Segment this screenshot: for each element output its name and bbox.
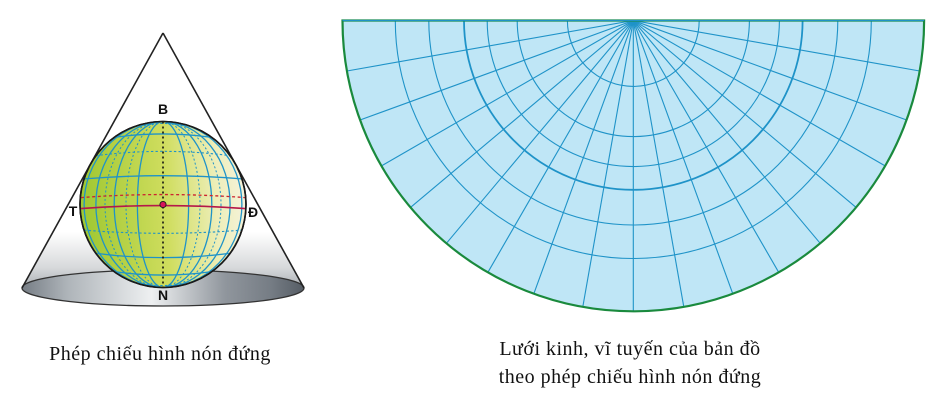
svg-text:T: T bbox=[69, 203, 78, 219]
svg-text:Đ: Đ bbox=[248, 204, 258, 220]
svg-text:B: B bbox=[158, 101, 168, 117]
svg-text:N: N bbox=[158, 287, 168, 303]
